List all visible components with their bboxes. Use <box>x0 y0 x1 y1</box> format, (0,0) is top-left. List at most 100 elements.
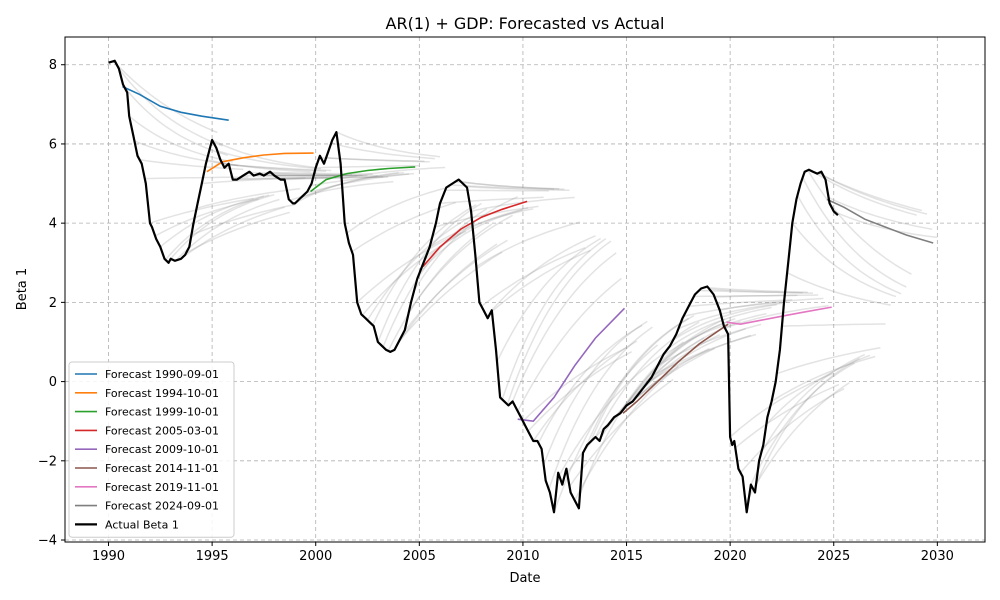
background-forecast-path <box>164 194 270 261</box>
background-forecast-path <box>833 210 938 239</box>
y-tick-label: 2 <box>49 296 57 311</box>
background-forecast-path <box>175 198 280 262</box>
background-forecast-path <box>217 150 321 170</box>
background-forecast-path <box>776 346 881 375</box>
background-forecast-path <box>139 159 244 171</box>
forecast-line <box>206 152 314 173</box>
background-forecast-path <box>211 139 316 169</box>
background-forecast-path <box>356 231 462 303</box>
background-forecast-path <box>662 312 767 357</box>
background-forecast-path <box>227 163 332 172</box>
actual-beta-line <box>108 59 839 514</box>
background-forecast-path <box>750 362 855 485</box>
x-tick-label: 2015 <box>610 549 643 564</box>
background-forecast-path <box>542 320 648 466</box>
background-forecast-path <box>781 323 886 327</box>
background-forecast-path <box>445 189 549 192</box>
forecast-line <box>517 307 626 423</box>
background-forecast-path <box>594 321 700 438</box>
x-tick-label: 2020 <box>714 549 747 564</box>
background-forecast-path <box>724 305 829 329</box>
background-forecast-path <box>683 301 788 317</box>
background-forecast-path <box>579 341 684 495</box>
x-tick-label: 2005 <box>403 549 436 564</box>
background-forecast-path <box>693 294 798 298</box>
background-forecast-path <box>672 303 777 341</box>
grid-lines <box>65 37 985 542</box>
background-forecast-path <box>201 177 306 185</box>
background-forecast-path <box>605 347 710 428</box>
background-forecast-path <box>154 198 259 237</box>
background-forecast-path <box>553 344 659 513</box>
background-forecast-path <box>491 235 596 311</box>
legend-label: Forecast 1994-10-01 <box>105 387 219 400</box>
y-tick-label: 4 <box>49 217 57 232</box>
background-forecast-path <box>537 324 643 444</box>
plot-frame <box>64 36 986 543</box>
background-forecast-path <box>294 171 399 205</box>
background-forecast-path <box>568 378 674 487</box>
forecast-line <box>726 306 832 326</box>
background-forecast-path <box>475 221 581 268</box>
background-forecast-path <box>620 318 726 413</box>
background-forecast-path <box>615 334 721 417</box>
background-forecast-path <box>760 353 866 454</box>
background-forecast-path <box>511 252 617 402</box>
y-tick-label: 8 <box>49 58 57 73</box>
y-tick-label: 6 <box>49 137 57 152</box>
background-forecast-path <box>269 171 373 175</box>
background-forecast-path <box>812 171 917 216</box>
background-forecast-path <box>408 214 513 313</box>
background-forecast-path <box>413 196 519 291</box>
background-forecast-path <box>771 355 876 403</box>
background-forecast-path <box>149 197 254 224</box>
background-forecast-path <box>206 159 311 173</box>
x-tick-label: 2010 <box>506 549 539 564</box>
legend-label: Forecast 2019-11-01 <box>105 481 219 494</box>
background-forecast-path <box>719 297 824 312</box>
background-forecast-path <box>305 173 410 195</box>
background-forecast-path <box>667 306 772 350</box>
background-forecast-path <box>315 164 420 169</box>
background-forecast-path <box>361 230 467 316</box>
background-forecast-path <box>517 277 622 412</box>
forecast-line <box>310 166 416 193</box>
background-forecast-path <box>372 204 477 326</box>
forecast-series <box>122 85 934 423</box>
y-axis-label: Beta 1 <box>15 268 30 310</box>
x-tick-label: 1995 <box>196 549 229 564</box>
background-forecast-path <box>258 173 363 176</box>
legend-label: Forecast 1990-09-01 <box>105 368 219 381</box>
background-forecast-path <box>481 247 586 307</box>
background-forecast-path <box>739 388 845 474</box>
background-forecast-path <box>403 239 508 333</box>
background-forecast-path <box>331 142 435 160</box>
background-forecast-path <box>652 333 757 377</box>
background-forecast-path <box>196 187 301 210</box>
background-forecast-path <box>366 215 472 321</box>
background-forecast-path <box>486 249 591 317</box>
background-forecast-path <box>745 382 850 504</box>
x-tick-label: 2000 <box>299 549 332 564</box>
background-forecast-path <box>392 243 498 351</box>
background-forecast-path <box>791 222 897 298</box>
background-forecast-path <box>455 180 560 190</box>
background-forecast-path <box>828 196 933 230</box>
background-forecast-path <box>704 286 808 293</box>
background-forecast-path <box>558 353 664 477</box>
background-forecast-path <box>734 383 840 449</box>
background-forecast-path <box>320 157 425 162</box>
background-forecast-path <box>522 347 627 422</box>
x-axis-label: Date <box>509 571 540 586</box>
background-forecast-path <box>532 340 638 442</box>
background-forecast-path <box>688 299 793 308</box>
legend-label: Forecast 1999-10-01 <box>105 406 219 419</box>
background-forecast-path <box>527 351 633 432</box>
background-forecast-path <box>310 172 415 187</box>
background-forecast-path <box>418 209 524 274</box>
y-tick-label: 0 <box>49 375 57 390</box>
background-forecast-path <box>465 185 570 192</box>
background-forecast-path <box>351 201 456 253</box>
y-tick-label: −2 <box>38 454 57 469</box>
